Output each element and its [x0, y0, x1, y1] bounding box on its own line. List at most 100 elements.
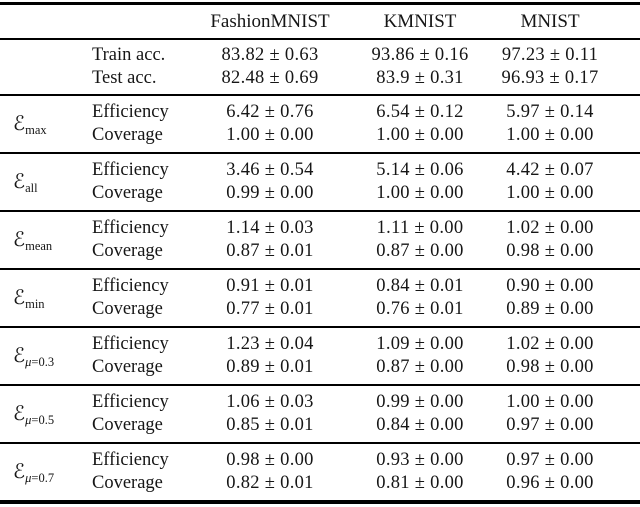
metric-label: Efficiency	[92, 450, 169, 470]
value-cell: 0.97 ± 0.00	[506, 450, 594, 470]
subscript-plain-part: =0.5	[31, 413, 55, 427]
value-cell: 1.00 ± 0.00	[376, 125, 464, 145]
value-cell: 0.99 ± 0.00	[226, 183, 314, 203]
metric-label: Efficiency	[92, 102, 169, 122]
metric-subscript: μ=0.7	[25, 471, 54, 485]
value-cell: 0.98 ± 0.00	[226, 450, 314, 470]
metric-subscript: all	[25, 181, 38, 195]
section-divider	[0, 94, 640, 96]
value-cell: 0.98 ± 0.00	[506, 357, 594, 377]
value-cell: 0.90 ± 0.00	[506, 276, 594, 296]
metric-section-mu-0.3: ℰμ=0.3 Efficiency 1.23 ± 0.04 1.09 ± 0.00 1.…	[0, 328, 640, 384]
metric-subscript: min	[25, 297, 44, 311]
script-e-symbol: ℰ	[13, 169, 26, 193]
value-cell: 1.14 ± 0.03	[226, 218, 314, 238]
metric-symbol-mu-0.7: ℰμ=0.7	[0, 459, 90, 485]
value-cell: 5.14 ± 0.06	[376, 160, 464, 180]
metric-sections: ℰmax Efficiency 6.42 ± 0.76 6.54 ± 0.12 5.97…	[0, 94, 640, 500]
value-cell: 1.00 ± 0.00	[506, 392, 594, 412]
script-e-symbol: ℰ	[13, 343, 26, 367]
metric-label: Coverage	[92, 299, 163, 319]
value-cell: 93.86 ± 0.16	[371, 45, 469, 65]
metric-label: Efficiency	[92, 160, 169, 180]
metric-symbol-max: ℰmax	[0, 111, 90, 137]
header-divider	[0, 38, 640, 40]
script-e-symbol: ℰ	[13, 459, 26, 483]
metric-section-mu-0.5: ℰμ=0.5 Efficiency 1.06 ± 0.03 0.99 ± 0.00 1.…	[0, 386, 640, 442]
value-cell: 1.00 ± 0.00	[226, 125, 314, 145]
section-divider	[0, 326, 640, 328]
value-cell: 0.76 ± 0.01	[376, 299, 464, 319]
script-e-symbol: ℰ	[13, 111, 26, 135]
metric-label: Coverage	[92, 183, 163, 203]
value-cell: 1.06 ± 0.03	[226, 392, 314, 412]
value-cell: 0.99 ± 0.00	[376, 392, 464, 412]
accuracy-section: Train acc. 83.82 ± 0.63 93.86 ± 0.16 97.23 …	[0, 40, 640, 94]
value-cell: 97.23 ± 0.11	[501, 45, 599, 65]
value-cell: 6.54 ± 0.12	[376, 102, 464, 122]
metric-label: Coverage	[92, 125, 163, 145]
metric-symbol-min: ℰmin	[0, 285, 90, 311]
value-cell: 4.42 ± 0.07	[506, 160, 594, 180]
value-cell: 5.97 ± 0.14	[506, 102, 594, 122]
metric-section-min: ℰmin Efficiency 0.91 ± 0.01 0.84 ± 0.01 0.90…	[0, 270, 640, 326]
value-cell: 0.91 ± 0.01	[226, 276, 314, 296]
script-e-symbol: ℰ	[13, 285, 26, 309]
value-cell: 6.42 ± 0.76	[226, 102, 314, 122]
value-cell: 0.97 ± 0.00	[506, 415, 594, 435]
value-cell: 0.98 ± 0.00	[506, 241, 594, 261]
subscript-plain-part: max	[25, 123, 47, 137]
value-cell: 0.77 ± 0.01	[226, 299, 314, 319]
subscript-italic-part: μ	[25, 355, 32, 369]
value-cell: 0.84 ± 0.00	[376, 415, 464, 435]
metric-subscript: μ=0.5	[25, 413, 54, 427]
subscript-italic-part: μ	[25, 471, 32, 485]
subscript-plain-part: =0.3	[31, 355, 55, 369]
value-cell: 0.87 ± 0.00	[376, 357, 464, 377]
subscript-plain-part: =0.7	[31, 471, 55, 485]
header-row: FashionMNIST KMNIST MNIST	[0, 5, 640, 38]
metric-section-mu-0.7: ℰμ=0.7 Efficiency 0.98 ± 0.00 0.93 ± 0.00 0.…	[0, 444, 640, 500]
value-cell: 0.87 ± 0.01	[226, 241, 314, 261]
metric-symbol-mu-0.5: ℰμ=0.5	[0, 401, 90, 427]
section-divider	[0, 384, 640, 386]
metric-label: Train acc.	[92, 45, 166, 65]
value-cell: 1.02 ± 0.00	[506, 218, 594, 238]
column-header-mnist: MNIST	[520, 11, 580, 32]
column-header-kmnist: KMNIST	[383, 11, 457, 32]
value-cell: 1.00 ± 0.00	[376, 183, 464, 203]
column-header-fashionmnist: FashionMNIST	[210, 11, 330, 32]
value-cell: 1.09 ± 0.00	[376, 334, 464, 354]
value-cell: 0.87 ± 0.00	[376, 241, 464, 261]
value-cell: 1.23 ± 0.04	[226, 334, 314, 354]
subscript-plain-part: all	[25, 181, 38, 195]
section-divider	[0, 210, 640, 212]
bottom-rule	[0, 500, 640, 504]
metric-label: Test acc.	[92, 68, 157, 88]
value-cell: 96.93 ± 0.17	[501, 68, 599, 88]
section-divider	[0, 152, 640, 154]
subscript-plain-part: min	[25, 297, 45, 311]
metric-symbol-mean: ℰmean	[0, 227, 90, 253]
script-e-symbol: ℰ	[13, 227, 26, 251]
metric-label: Efficiency	[92, 218, 169, 238]
value-cell: 0.85 ± 0.01	[226, 415, 314, 435]
metric-symbol-all: ℰall	[0, 169, 90, 195]
value-cell: 1.11 ± 0.00	[376, 218, 464, 238]
value-cell: 83.9 ± 0.31	[376, 68, 464, 88]
metric-section-max: ℰmax Efficiency 6.42 ± 0.76 6.54 ± 0.12 5.97…	[0, 96, 640, 152]
metric-label: Efficiency	[92, 334, 169, 354]
subscript-plain-part: mean	[25, 239, 53, 253]
metric-symbol-mu-0.3: ℰμ=0.3	[0, 343, 90, 369]
value-cell: 1.00 ± 0.00	[506, 125, 594, 145]
value-cell: 0.89 ± 0.01	[226, 357, 314, 377]
value-cell: 1.00 ± 0.00	[506, 183, 594, 203]
value-cell: 0.96 ± 0.00	[506, 473, 594, 493]
metric-subscript: μ=0.3	[25, 355, 54, 369]
top-rule	[0, 2, 640, 5]
value-cell: 0.81 ± 0.00	[376, 473, 464, 493]
metric-label: Efficiency	[92, 392, 169, 412]
value-cell: 1.02 ± 0.00	[506, 334, 594, 354]
metric-subscript: max	[25, 123, 47, 137]
